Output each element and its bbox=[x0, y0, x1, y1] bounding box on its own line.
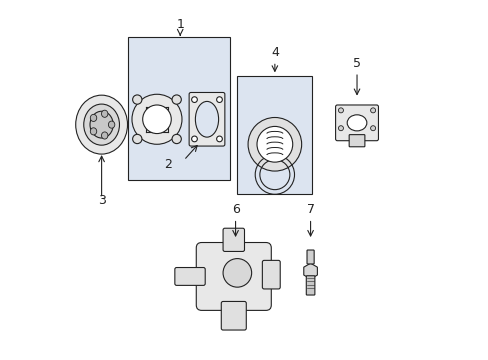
Ellipse shape bbox=[90, 128, 97, 135]
Circle shape bbox=[338, 108, 343, 113]
Ellipse shape bbox=[108, 121, 115, 128]
Ellipse shape bbox=[102, 132, 108, 139]
Text: 2: 2 bbox=[163, 158, 171, 171]
Circle shape bbox=[132, 95, 142, 104]
FancyBboxPatch shape bbox=[175, 267, 205, 285]
Text: 1: 1 bbox=[176, 18, 184, 31]
Circle shape bbox=[216, 97, 222, 103]
Circle shape bbox=[191, 97, 197, 103]
Circle shape bbox=[142, 105, 171, 134]
Ellipse shape bbox=[83, 104, 119, 145]
Ellipse shape bbox=[90, 114, 97, 121]
FancyBboxPatch shape bbox=[221, 301, 246, 330]
Text: 7: 7 bbox=[306, 203, 314, 216]
FancyBboxPatch shape bbox=[335, 105, 378, 141]
Text: 4: 4 bbox=[270, 46, 278, 59]
Circle shape bbox=[223, 258, 251, 287]
Circle shape bbox=[370, 126, 375, 131]
FancyBboxPatch shape bbox=[223, 228, 244, 251]
FancyBboxPatch shape bbox=[196, 243, 271, 310]
Text: 5: 5 bbox=[352, 57, 360, 70]
Circle shape bbox=[216, 136, 222, 142]
Circle shape bbox=[172, 134, 181, 144]
Circle shape bbox=[191, 136, 197, 142]
FancyBboxPatch shape bbox=[348, 135, 364, 147]
Circle shape bbox=[132, 134, 142, 144]
Polygon shape bbox=[303, 263, 317, 279]
FancyBboxPatch shape bbox=[189, 93, 224, 146]
Ellipse shape bbox=[346, 115, 366, 131]
FancyBboxPatch shape bbox=[306, 250, 313, 264]
Ellipse shape bbox=[90, 111, 113, 138]
FancyBboxPatch shape bbox=[305, 276, 314, 295]
Circle shape bbox=[172, 95, 181, 104]
Circle shape bbox=[257, 126, 292, 162]
Ellipse shape bbox=[195, 102, 218, 137]
Ellipse shape bbox=[102, 110, 108, 117]
Text: 6: 6 bbox=[231, 203, 239, 216]
Circle shape bbox=[247, 117, 301, 171]
Bar bbox=[128, 37, 230, 180]
FancyBboxPatch shape bbox=[262, 260, 280, 289]
Circle shape bbox=[338, 126, 343, 131]
Circle shape bbox=[132, 94, 182, 144]
Circle shape bbox=[370, 108, 375, 113]
Ellipse shape bbox=[76, 95, 127, 154]
Text: 3: 3 bbox=[98, 194, 105, 207]
Bar bbox=[237, 76, 312, 194]
